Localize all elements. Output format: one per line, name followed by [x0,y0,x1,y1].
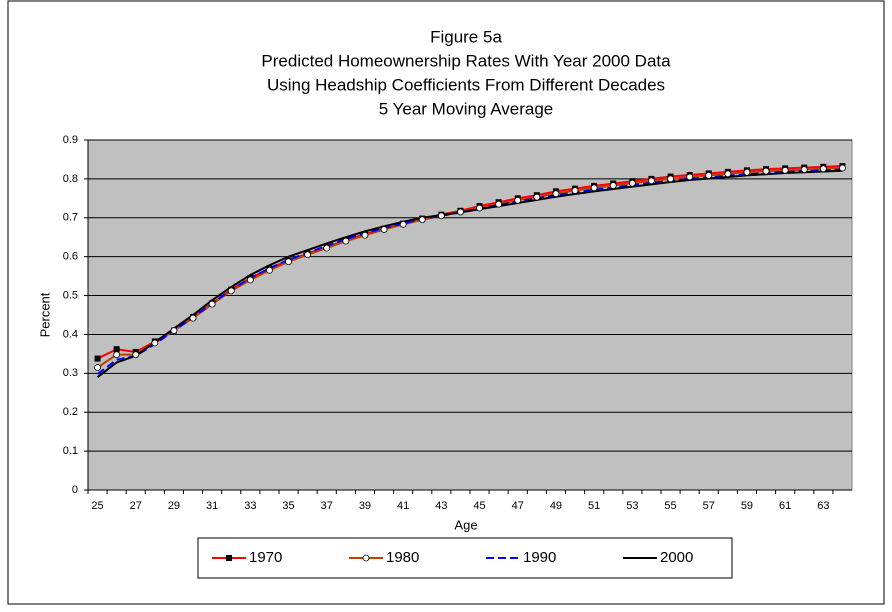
x-tick-label: 43 [435,500,447,512]
y-tick-label: 0.2 [63,406,78,418]
x-tick-label: 47 [512,500,524,512]
x-tick-label: 31 [206,500,218,512]
data-point [246,276,254,284]
y-tick-label: 0.4 [63,328,78,340]
legend-label: 2000 [660,549,693,566]
data-point [399,220,407,228]
data-point [686,173,694,181]
data-point [342,237,350,245]
legend-label: 1990 [523,549,556,566]
data-point [170,327,178,334]
data-point [208,300,216,308]
data-point [552,190,560,198]
x-tick-label: 27 [130,500,142,512]
y-tick-label: 0.3 [63,367,78,379]
y-tick-label: 0.6 [63,251,78,263]
data-point [227,287,235,295]
data-point [819,165,827,173]
data-point [189,314,197,322]
y-tick-label: 0.7 [63,212,78,224]
data-point [609,182,617,189]
y-axis-label: Percent [37,292,52,337]
y-tick-label: 0.1 [63,445,78,457]
data-point [724,170,732,178]
data-point [361,231,369,239]
data-point [304,251,312,259]
x-axis-label: Age [454,517,477,532]
data-point [266,266,273,274]
data-point [762,167,770,175]
x-tick-label: 55 [664,500,676,512]
data-point [571,187,579,194]
x-tick-label: 63 [817,500,829,512]
y-tick-label: 0 [72,484,78,496]
data-point [514,196,522,204]
x-tick-label: 59 [741,500,753,512]
x-tick-label: 49 [550,500,562,512]
x-tick-label: 51 [588,500,600,512]
data-point [628,179,636,187]
x-tick-label: 53 [626,500,638,512]
data-point [839,164,846,172]
y-tick-label: 0.5 [63,289,78,301]
x-tick-label: 61 [779,500,791,512]
x-tick-label: 33 [244,500,256,512]
data-point [533,193,541,201]
data-point [781,166,789,174]
x-tick-label: 37 [321,500,333,512]
y-tick-label: 0.9 [63,134,78,146]
chart-title: 5 Year Moving Average [379,99,554,118]
data-point [667,175,674,183]
chart-title: Figure 5a [430,27,502,46]
data-point [705,171,713,179]
data-point [648,177,655,185]
chart-title: Predicted Homeownership Rates With Year … [261,51,671,70]
y-tick-label: 0.8 [63,173,78,185]
x-tick-label: 57 [703,500,715,512]
data-point [495,200,503,208]
data-point [113,351,121,359]
data-point [323,244,331,252]
legend-label: 1980 [386,549,419,566]
data-point [94,364,101,371]
data-point [418,216,426,224]
plot-area [87,139,853,491]
x-tick-label: 25 [91,500,103,512]
x-tick-label: 29 [168,500,180,512]
x-tick-label: 45 [473,500,485,512]
x-tick-label: 39 [359,500,371,512]
x-tick-label: 35 [282,500,294,512]
legend-marker [226,555,232,561]
data-point [380,226,388,233]
data-point [437,212,445,220]
data-point [151,339,159,347]
data-point [285,258,292,266]
data-point [132,351,140,359]
x-tick-label: 41 [397,500,409,512]
data-point [94,355,101,362]
data-point [743,168,751,176]
data-point [113,346,120,353]
series-line [96,169,843,379]
data-point [800,166,808,173]
data-point [590,184,598,192]
chart-title: Using Headship Coefficients From Differe… [267,75,665,94]
data-point [476,204,483,212]
legend-marker [362,554,370,562]
data-point [457,208,464,216]
legend-label: 1970 [249,549,282,566]
